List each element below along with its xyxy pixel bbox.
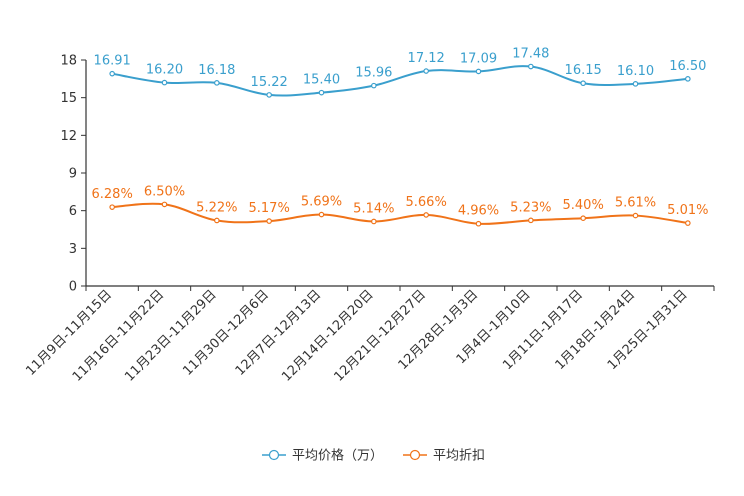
series-1: 16.91 16.20 16.18 15.22 15.40 15.96 17.12 17.09… bbox=[94, 47, 706, 98]
legend-marker-icon bbox=[409, 449, 421, 461]
y-tick-label: 0 bbox=[69, 280, 77, 295]
data-point[interactable] bbox=[475, 220, 482, 227]
axes: 0 3 6 9 12 15 18 11月9日-11月15日11月16日-11月22日11月23… bbox=[23, 54, 715, 385]
data-label: 16.20 bbox=[146, 63, 183, 78]
data-label: 4.96% bbox=[458, 204, 499, 219]
data-label: 16.18 bbox=[198, 63, 235, 78]
y-tick-label: 18 bbox=[60, 54, 77, 69]
data-point[interactable] bbox=[528, 217, 534, 224]
series-2: 6.28% 6.50% 5.22% 5.17% 5.69% 5.14% 5.66% 4.96%… bbox=[92, 184, 708, 227]
data-point[interactable] bbox=[161, 201, 168, 208]
data-point[interactable] bbox=[214, 217, 220, 224]
data-point[interactable] bbox=[685, 220, 691, 226]
data-point[interactable] bbox=[580, 80, 586, 87]
data-point[interactable] bbox=[423, 212, 429, 218]
x-tick-label: 12月21日-12月27日 bbox=[332, 287, 429, 384]
legend-item-1[interactable]: 平均价格（万） bbox=[262, 448, 383, 464]
data-point[interactable] bbox=[318, 89, 325, 96]
y-tick-label: 3 bbox=[69, 242, 77, 257]
x-tick-label: 11月9日-11月15日 bbox=[23, 287, 115, 379]
data-point[interactable] bbox=[371, 82, 377, 89]
data-label: 5.40% bbox=[563, 198, 604, 213]
data-label: 15.40 bbox=[303, 73, 340, 88]
data-label: 17.12 bbox=[408, 51, 445, 66]
data-label: 16.10 bbox=[617, 64, 654, 79]
y-tick-label: 12 bbox=[60, 129, 77, 144]
data-point[interactable] bbox=[318, 211, 325, 218]
data-label: 5.22% bbox=[196, 200, 237, 215]
data-label: 6.28% bbox=[92, 187, 133, 202]
data-label: 5.14% bbox=[353, 201, 394, 216]
data-label: 5.69% bbox=[301, 195, 342, 210]
legend-marker-icon bbox=[268, 449, 280, 461]
data-point[interactable] bbox=[685, 76, 691, 82]
data-label: 16.50 bbox=[669, 59, 706, 74]
data-label: 15.22 bbox=[251, 75, 288, 90]
data-point[interactable] bbox=[475, 68, 482, 75]
data-point[interactable] bbox=[266, 92, 272, 98]
series-line bbox=[112, 202, 688, 225]
data-label: 16.15 bbox=[565, 63, 602, 78]
data-label: 6.50% bbox=[144, 184, 185, 199]
data-point[interactable] bbox=[161, 79, 168, 86]
legend-label: 平均折扣 bbox=[433, 449, 485, 464]
legend-item-2[interactable]: 平均折扣 bbox=[403, 449, 485, 464]
data-point[interactable] bbox=[109, 70, 115, 77]
data-point[interactable] bbox=[632, 81, 639, 87]
legend: 平均价格（万） 平均折扣 bbox=[262, 448, 485, 464]
data-label: 16.91 bbox=[94, 54, 131, 69]
data-label: 15.96 bbox=[355, 66, 392, 81]
data-label: 17.48 bbox=[512, 47, 549, 62]
y-tick-label: 15 bbox=[60, 91, 77, 106]
x-tick-label: 12月14日-12月20日 bbox=[279, 287, 376, 384]
data-point[interactable] bbox=[266, 218, 272, 224]
data-label: 5.66% bbox=[406, 195, 447, 210]
data-point[interactable] bbox=[528, 63, 534, 70]
data-point[interactable] bbox=[580, 215, 586, 222]
legend-label: 平均价格（万） bbox=[292, 448, 383, 464]
data-point[interactable] bbox=[632, 212, 639, 219]
series-line bbox=[111, 65, 688, 97]
y-tick-label: 9 bbox=[69, 167, 77, 182]
data-point[interactable] bbox=[109, 204, 115, 210]
data-label: 17.09 bbox=[460, 51, 497, 66]
series-layer: 16.91 16.20 16.18 15.22 15.40 15.96 17.12 17.09… bbox=[92, 47, 708, 227]
x-tick-label: 11月23日-11月29日 bbox=[122, 287, 219, 384]
data-label: 5.17% bbox=[249, 201, 290, 216]
data-point[interactable] bbox=[371, 218, 377, 225]
data-label: 5.61% bbox=[615, 196, 656, 211]
data-point[interactable] bbox=[214, 80, 220, 86]
data-label: 5.01% bbox=[667, 203, 708, 218]
data-point[interactable] bbox=[423, 68, 429, 74]
x-tick-label: 11月16日-11月22日 bbox=[70, 287, 167, 384]
y-tick-label: 6 bbox=[69, 204, 77, 219]
data-label: 5.23% bbox=[510, 200, 551, 215]
